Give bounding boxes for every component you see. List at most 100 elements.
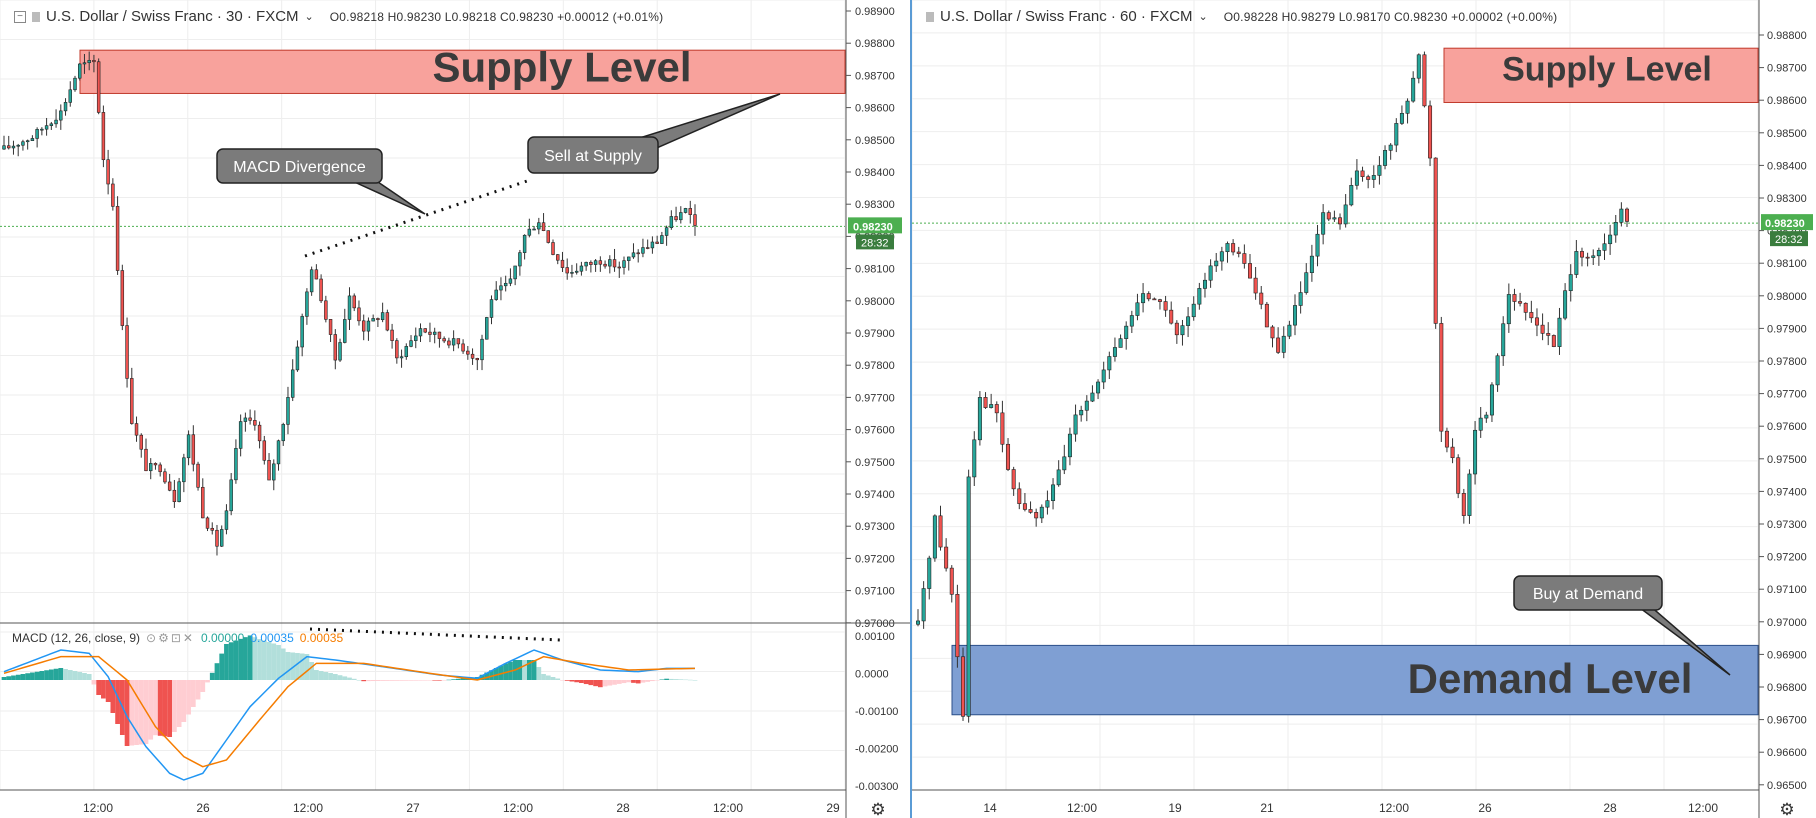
current-price-text: 0.98230 — [853, 221, 893, 233]
candle-up — [338, 342, 342, 361]
right-chart-pane[interactable]: Supply Level Demand Level Buy at Demand 14 1… — [910, 0, 1816, 818]
candle-down — [636, 252, 640, 255]
macd-histogram-bar — [597, 680, 603, 688]
candle-up — [309, 269, 314, 293]
macd-histogram-bar — [261, 640, 267, 680]
macd-histogram-bar — [280, 648, 286, 680]
candle-up — [522, 234, 527, 253]
candle-down — [1259, 292, 1264, 305]
chevron-down-icon[interactable]: ⌄ — [1198, 11, 1208, 23]
macd-histogram-bar — [195, 680, 201, 700]
macd-histogram-bar — [380, 680, 385, 681]
candle-up — [1219, 251, 1224, 262]
candle-up — [1557, 317, 1562, 347]
macd-settings-icons[interactable]: ⊙⚙⊡✕ — [146, 631, 195, 645]
right-symbol-label[interactable]: U.S. Dollar / Swiss Franc · 60 · FXCM — [940, 8, 1193, 25]
candle-down — [1338, 217, 1343, 225]
macd-histogram-bar — [569, 680, 575, 682]
candle-up — [669, 216, 674, 228]
candle-up — [238, 421, 243, 449]
price-tick-label: 0.98000 — [1767, 291, 1807, 303]
candle-up — [219, 529, 224, 547]
flag-icon[interactable] — [32, 11, 40, 22]
candle-down — [376, 318, 380, 321]
candle-down — [201, 486, 205, 519]
macd-histogram-bar — [645, 680, 651, 682]
macd-histogram-bar — [593, 680, 598, 687]
price-tick-label: 0.97100 — [855, 586, 895, 598]
price-tick-label: 0.96600 — [1767, 747, 1807, 759]
candle-up — [532, 228, 536, 231]
candle-up — [1602, 243, 1607, 251]
right-chart-canvas[interactable]: Supply Level Demand Level Buy at Demand 14 1… — [912, 0, 1816, 818]
candle-down — [470, 353, 475, 359]
macd-histogram-bar — [616, 680, 622, 684]
candle-up — [1051, 484, 1056, 501]
price-tick-label: 0.97400 — [855, 489, 895, 501]
price-tick-label: 0.98300 — [1767, 193, 1807, 205]
candle-up — [1208, 265, 1213, 281]
macd-histogram-bar — [6, 676, 12, 680]
candle-down — [1456, 457, 1461, 494]
candle-up — [1056, 469, 1061, 486]
macd-histogram-bar — [493, 668, 499, 680]
chevron-down-icon[interactable]: ⌄ — [304, 11, 314, 23]
candle-up — [1315, 233, 1320, 257]
candle-up — [2, 145, 6, 150]
macd-histogram-bar — [44, 670, 49, 680]
macd-histogram-bar — [86, 674, 92, 680]
macd-tick-label: -0.00300 — [855, 781, 898, 793]
candle-up — [489, 299, 494, 318]
macd-histogram-bar — [290, 652, 296, 680]
candle-up — [1416, 54, 1421, 79]
candle-up — [63, 102, 68, 112]
collapse-icon[interactable]: − — [14, 10, 26, 23]
macd-histogram-bar — [683, 679, 688, 681]
macd-histogram-bar — [252, 637, 258, 680]
candle-down — [328, 319, 333, 335]
candle-up — [78, 63, 82, 79]
candle-down — [461, 343, 465, 352]
candle-down — [1270, 326, 1275, 339]
left-ohlc-values: O0.98218 H0.98230 L0.98218 C0.98230 +0.0… — [329, 9, 664, 24]
macd-divergence-line — [309, 627, 561, 642]
candle-up — [641, 247, 645, 254]
candle-up — [1039, 506, 1044, 519]
candle-up — [1343, 204, 1348, 225]
candle-down — [215, 529, 219, 547]
left-chart-canvas[interactable]: Supply Level MACD Divergence Sell at Suppl… — [0, 0, 910, 818]
flag-icon[interactable] — [926, 11, 934, 22]
candle-up — [1467, 473, 1472, 516]
macd-title[interactable]: MACD (12, 26, close, 9) — [12, 631, 141, 645]
candle-down — [944, 546, 949, 569]
macd-histogram-bar — [238, 638, 244, 680]
macd-histogram-bar — [432, 680, 438, 681]
price-tick-label: 0.98900 — [855, 6, 895, 18]
candle-up — [1591, 255, 1596, 258]
left-chart-pane[interactable]: Supply Level MACD Divergence Sell at Suppl… — [0, 0, 910, 818]
price-tick-label: 0.98100 — [1767, 258, 1807, 270]
candle-up — [68, 89, 72, 103]
price-tick-label: 0.98000 — [855, 296, 895, 308]
candle-up — [1096, 381, 1101, 394]
time-tick-label: 27 — [406, 801, 420, 815]
price-tick-label: 0.98300 — [855, 199, 895, 211]
time-tick-label: 12:00 — [503, 801, 533, 815]
candle-up — [54, 119, 58, 125]
candle-up — [1501, 323, 1506, 357]
candle-up — [451, 338, 456, 346]
candle-down — [111, 183, 115, 207]
macd-histogram-bar — [579, 680, 584, 683]
macd-histogram-bar — [77, 672, 83, 680]
macd-histogram-bar — [654, 680, 660, 681]
left-symbol-label[interactable]: U.S. Dollar / Swiss Franc · 30 · FXCM — [46, 8, 299, 25]
macd-histogram-bar — [115, 680, 120, 724]
candle-up — [1354, 170, 1359, 186]
supply-level-label: Supply Level — [432, 43, 691, 90]
candle-down — [1157, 299, 1162, 302]
candle-down — [612, 259, 617, 268]
candle-down — [134, 423, 139, 436]
candle-up — [276, 440, 281, 465]
macd-histogram-bar — [247, 635, 253, 680]
candle-down — [1461, 493, 1466, 516]
